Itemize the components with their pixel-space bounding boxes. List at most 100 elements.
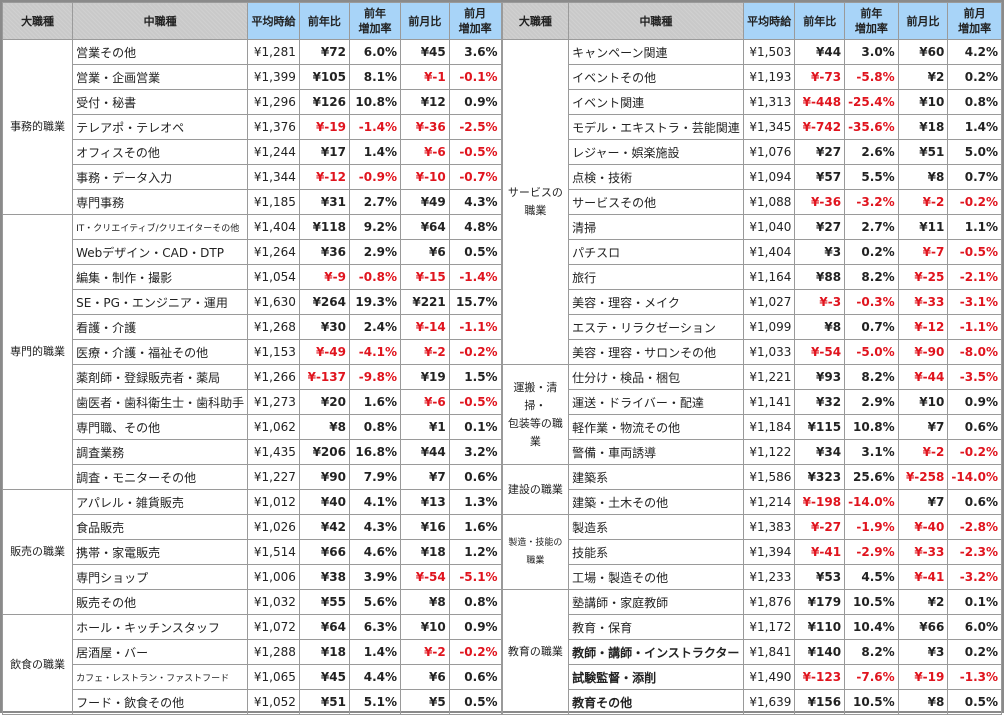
category-cell: サービスの職業 <box>501 39 570 365</box>
yoy-diff-cell: ¥3 <box>794 239 846 265</box>
subcategory-cell: 事務・データ入力 <box>72 164 249 190</box>
mom-diff-cell: ¥5 <box>400 689 450 715</box>
table-row: SE・PG・エンジニア・運用 ¥1,630 ¥264 19.3% ¥221 15.7% <box>3 289 502 315</box>
mom-rate-cell: -8.0% <box>947 339 1002 365</box>
subcategory-cell: 美容・理容・メイク <box>568 289 744 315</box>
mom-diff-cell: ¥-33 <box>897 289 949 315</box>
avg-wage-cell: ¥1,088 <box>742 189 796 215</box>
mom-diff-cell: ¥-2 <box>400 339 450 365</box>
header-mom-diff: 前月比 <box>897 2 949 40</box>
subcategory-cell: イベントその他 <box>568 64 744 90</box>
yoy-diff-cell: ¥64 <box>298 614 350 640</box>
yoy-diff-cell: ¥57 <box>794 164 846 190</box>
yoy-diff-cell: ¥110 <box>794 614 846 640</box>
subcategory-cell: 製造系 <box>568 514 744 540</box>
yoy-diff-cell: ¥36 <box>298 239 350 265</box>
table-row: 専門職、その他 ¥1,062 ¥8 0.8% ¥1 0.1% <box>3 414 502 440</box>
mom-diff-cell: ¥-12 <box>897 314 949 340</box>
mom-rate-cell: 0.9% <box>947 389 1002 415</box>
subcategory-cell: 受付・秘書 <box>72 89 249 115</box>
yoy-rate-cell: 3.0% <box>844 39 899 65</box>
subcategory-cell: 旅行 <box>568 264 744 290</box>
header-mom-rate: 前月 増加率 <box>448 2 502 40</box>
table-row: 建設の職業 建築系 ¥1,586 ¥323 25.6% ¥-258 -14.0% <box>501 464 1002 515</box>
table-row: 技能系 ¥1,394 ¥-41 -2.9% ¥-33 -2.3% <box>502 539 1002 565</box>
mom-rate-cell: -2.3% <box>947 539 1002 565</box>
subcategory-cell: SE・PG・エンジニア・運用 <box>72 289 249 315</box>
avg-wage-cell: ¥1,052 <box>247 689 300 715</box>
mom-rate-cell: 1.2% <box>448 539 502 565</box>
yoy-rate-cell: 3.9% <box>348 564 402 590</box>
yoy-diff-cell: ¥34 <box>794 439 846 465</box>
mom-diff-cell: ¥8 <box>897 164 949 190</box>
yoy-rate-cell: -3.2% <box>844 189 899 215</box>
avg-wage-cell: ¥1,503 <box>742 39 796 65</box>
mom-diff-cell: ¥18 <box>400 539 450 565</box>
avg-wage-cell: ¥1,164 <box>742 264 796 290</box>
subcategory-cell: 看護・介護 <box>72 314 249 340</box>
yoy-rate-cell: 3.1% <box>844 439 899 465</box>
header-row: 大職種 中職種 平均時給 前年比 前年 増加率 前月比 前月 増加率 <box>1 2 502 40</box>
yoy-diff-cell: ¥-3 <box>794 289 846 315</box>
yoy-rate-cell: 10.5% <box>844 689 899 715</box>
yoy-rate-cell: 1.4% <box>348 139 402 165</box>
yoy-rate-cell: 8.1% <box>348 64 402 90</box>
header-row: 大職種 中職種 平均時給 前年比 前年 増加率 前月比 前月 増加率 <box>501 2 1002 40</box>
yoy-diff-cell: ¥115 <box>794 414 846 440</box>
yoy-diff-cell: ¥72 <box>298 39 350 65</box>
avg-wage-cell: ¥1,435 <box>247 439 300 465</box>
mom-rate-cell: 0.1% <box>947 589 1002 615</box>
yoy-rate-cell: 2.6% <box>844 139 899 165</box>
yoy-rate-cell: -2.9% <box>844 539 899 565</box>
category-cell: 教育の職業 <box>501 589 570 715</box>
table-row: 営業・企画営業 ¥1,399 ¥105 8.1% ¥-1 -0.1% <box>3 64 502 90</box>
subcategory-cell: 編集・制作・撮影 <box>72 264 249 290</box>
yoy-rate-cell: 10.8% <box>844 414 899 440</box>
mom-diff-cell: ¥-36 <box>400 114 450 140</box>
yoy-rate-cell: 6.0% <box>348 39 402 65</box>
yoy-diff-cell: ¥88 <box>794 264 846 290</box>
avg-wage-cell: ¥1,233 <box>742 564 796 590</box>
subcategory-cell: 薬剤師・登録販売者・薬局 <box>72 364 249 390</box>
mom-rate-cell: 5.0% <box>947 139 1002 165</box>
table-row: 専門的職業 IT・クリエイティブ/クリエイターその他 ¥1,404 ¥118 9.2% ¥… <box>1 214 502 490</box>
avg-wage-cell: ¥1,399 <box>247 64 300 90</box>
wage-table-left: 大職種 中職種 平均時給 前年比 前年 増加率 前月比 前月 増加率 事務的職業 営業… <box>1 2 502 715</box>
yoy-diff-cell: ¥8 <box>794 314 846 340</box>
mom-diff-cell: ¥8 <box>400 589 450 615</box>
table-row: 販売その他 ¥1,032 ¥55 5.6% ¥8 0.8% <box>3 589 502 615</box>
subcategory-cell: 建築系 <box>568 464 744 490</box>
yoy-rate-cell: 6.3% <box>348 614 402 640</box>
mom-rate-cell: 0.6% <box>947 414 1002 440</box>
yoy-diff-cell: ¥179 <box>794 589 846 615</box>
yoy-diff-cell: ¥20 <box>298 389 350 415</box>
mom-diff-cell: ¥7 <box>897 414 949 440</box>
avg-wage-cell: ¥1,062 <box>247 414 300 440</box>
avg-wage-cell: ¥1,099 <box>742 314 796 340</box>
yoy-rate-cell: 2.9% <box>844 389 899 415</box>
yoy-rate-cell: 5.6% <box>348 589 402 615</box>
mom-rate-cell: 0.7% <box>947 164 1002 190</box>
subcategory-cell: 医療・介護・福祉その他 <box>72 339 249 365</box>
yoy-diff-cell: ¥44 <box>794 39 846 65</box>
mom-diff-cell: ¥221 <box>400 289 450 315</box>
table-row: 食品販売 ¥1,026 ¥42 4.3% ¥16 1.6% <box>3 514 502 540</box>
mom-diff-cell: ¥10 <box>897 389 949 415</box>
yoy-diff-cell: ¥31 <box>298 189 350 215</box>
subcategory-cell: 塾講師・家庭教師 <box>568 589 744 615</box>
subcategory-cell: 居酒屋・バー <box>72 639 249 665</box>
mom-diff-cell: ¥64 <box>400 214 450 240</box>
avg-wage-cell: ¥1,404 <box>247 214 300 240</box>
table-row: 専門ショップ ¥1,006 ¥38 3.9% ¥-54 -5.1% <box>3 564 502 590</box>
table-row: レジャー・娯楽施設 ¥1,076 ¥27 2.6% ¥51 5.0% <box>502 139 1002 165</box>
yoy-diff-cell: ¥18 <box>298 639 350 665</box>
mom-rate-cell: -5.1% <box>448 564 502 590</box>
mom-diff-cell: ¥16 <box>400 514 450 540</box>
avg-wage-cell: ¥1,141 <box>742 389 796 415</box>
yoy-diff-cell: ¥206 <box>298 439 350 465</box>
avg-wage-cell: ¥1,122 <box>742 439 796 465</box>
yoy-diff-cell: ¥93 <box>794 364 846 390</box>
table-row: 教育・保育 ¥1,172 ¥110 10.4% ¥66 6.0% <box>502 614 1002 640</box>
avg-wage-cell: ¥1,032 <box>247 589 300 615</box>
avg-wage-cell: ¥1,281 <box>247 39 300 65</box>
